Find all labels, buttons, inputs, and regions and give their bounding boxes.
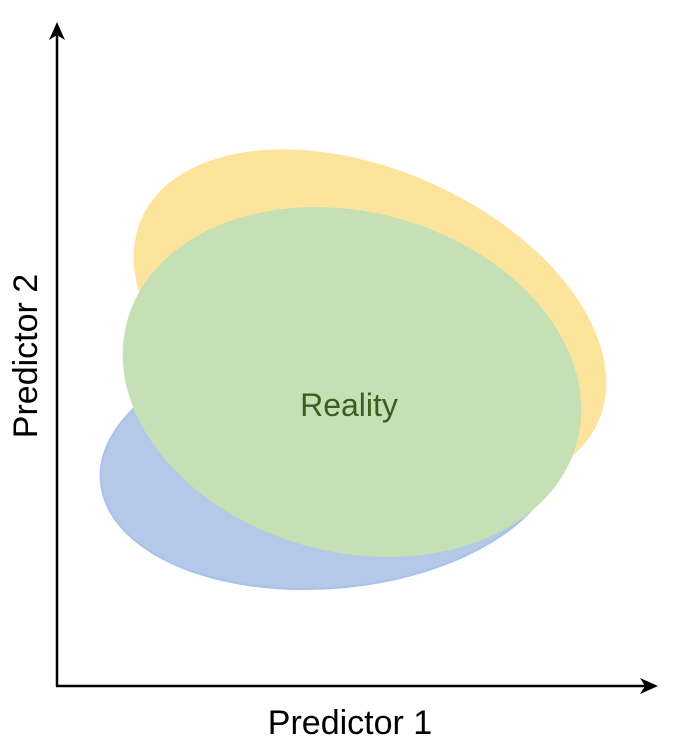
reality-region <box>122 207 582 557</box>
reality-label: Reality <box>300 387 398 423</box>
y-axis-label: Predictor 2 <box>7 274 45 438</box>
x-axis-label: Predictor 1 <box>268 704 432 742</box>
